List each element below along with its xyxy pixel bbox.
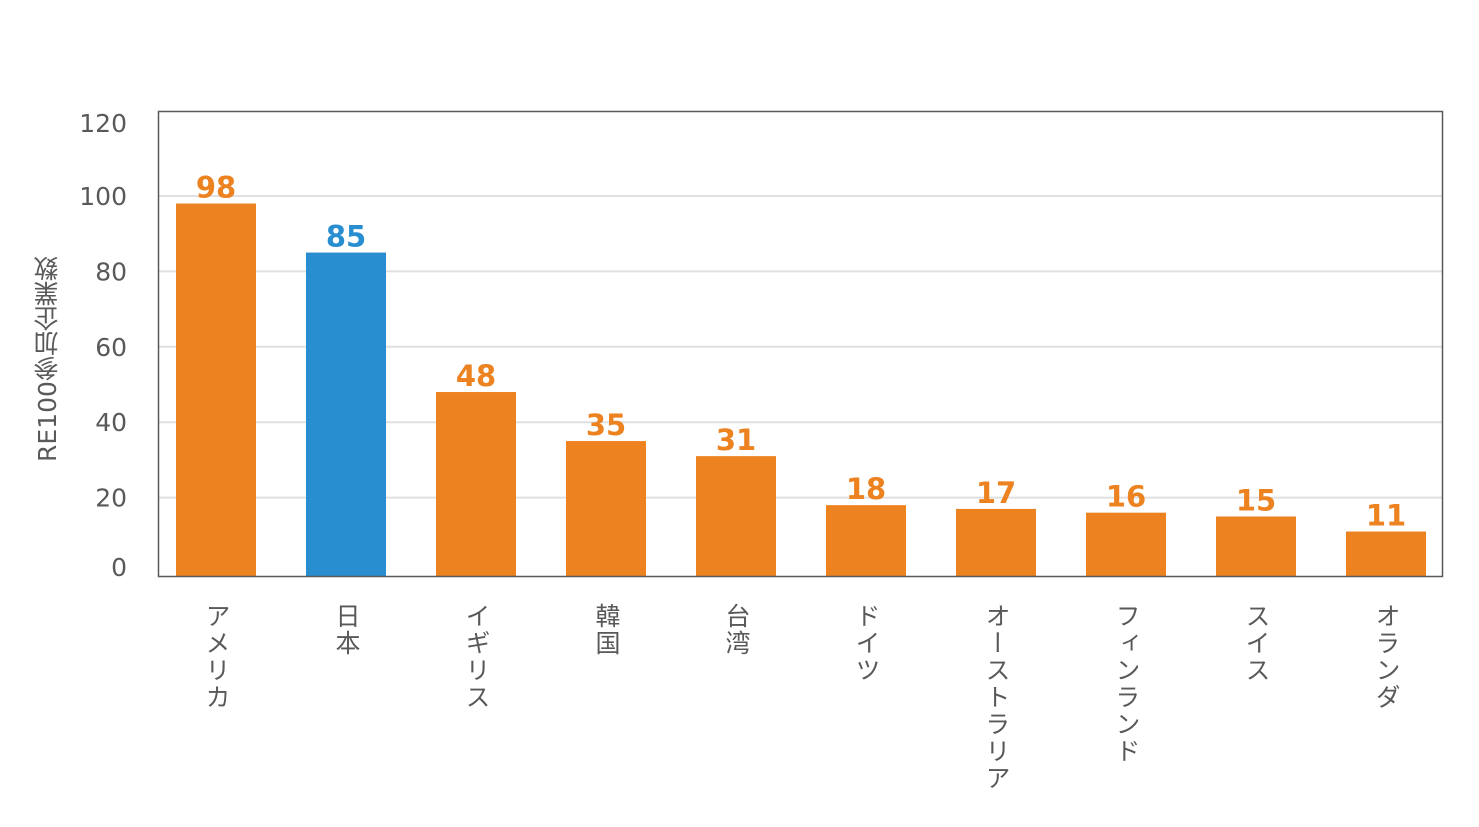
x-tick-label: オランダ bbox=[1372, 603, 1401, 711]
data-label: 16 bbox=[1106, 480, 1146, 514]
bar bbox=[306, 252, 386, 578]
y-axis-label: RE100参加企業数 bbox=[33, 256, 62, 462]
data-label: 31 bbox=[716, 423, 756, 457]
y-tick-label: 20 bbox=[95, 484, 127, 513]
x-tick-label: イギリス bbox=[462, 603, 491, 711]
plot-area-frame bbox=[157, 110, 1444, 578]
y-tick-label: 60 bbox=[95, 333, 127, 362]
data-label: 85 bbox=[326, 220, 366, 254]
bar bbox=[176, 203, 256, 578]
y-axis-ticks: 0 20 40 60 80 100 120 bbox=[79, 109, 127, 582]
y-tick-label: 120 bbox=[79, 109, 127, 138]
bar bbox=[826, 505, 906, 577]
bar bbox=[1216, 516, 1296, 577]
bars bbox=[176, 203, 1426, 578]
data-label: 48 bbox=[456, 359, 496, 393]
x-tick-label: アメリカ bbox=[202, 603, 231, 711]
data-label: 98 bbox=[196, 171, 236, 205]
data-label: 15 bbox=[1236, 483, 1276, 517]
data-label: 35 bbox=[586, 408, 626, 442]
bar bbox=[956, 508, 1036, 577]
y-tick-label: 40 bbox=[95, 408, 127, 437]
data-label: 17 bbox=[976, 476, 1016, 510]
y-tick-label: 0 bbox=[111, 553, 127, 582]
x-tick-label: オーストラリア bbox=[982, 603, 1011, 792]
data-label: 11 bbox=[1366, 499, 1406, 533]
x-tick-label: 韓国 bbox=[592, 603, 621, 657]
y-tick-label: 100 bbox=[79, 182, 127, 211]
x-tick-label: スイス bbox=[1242, 603, 1271, 684]
data-label: 18 bbox=[846, 472, 886, 506]
bar bbox=[436, 392, 516, 577]
x-tick-label: 台湾 bbox=[722, 603, 751, 657]
bar bbox=[1346, 531, 1426, 577]
x-tick-label: フィンランド bbox=[1112, 603, 1141, 765]
bar bbox=[696, 456, 776, 577]
bar bbox=[566, 441, 646, 577]
x-tick-label: ドイツ bbox=[852, 603, 881, 684]
bar bbox=[1086, 512, 1166, 577]
y-tick-label: 80 bbox=[95, 257, 127, 286]
data-labels: 98 85 48 35 31 18 17 16 15 11 bbox=[196, 171, 1406, 533]
x-tick-label: 日本 bbox=[332, 603, 361, 657]
